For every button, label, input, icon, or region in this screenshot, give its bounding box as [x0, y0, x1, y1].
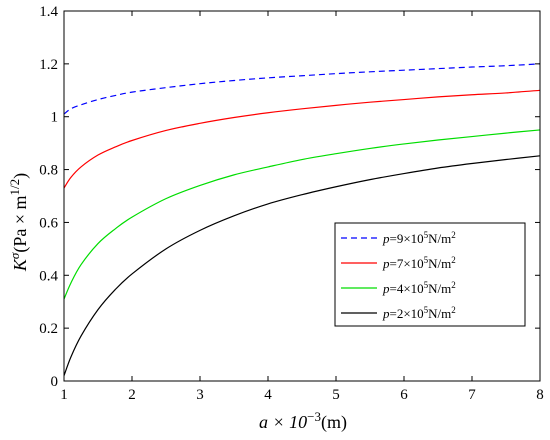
legend: p=9×105N/m2 p=7×105N/m2 p=4×105N/m2 p=2×105… [334, 222, 526, 327]
x-tick-label: 3 [196, 387, 204, 403]
legend-box [334, 222, 526, 327]
series-line-3 [63, 155, 541, 376]
legend-label-0: p=9×105N/m2 [382, 230, 456, 246]
x-tick-label: 2 [128, 387, 136, 403]
y-tick-label: 1 [51, 110, 59, 126]
series-line-1 [63, 89, 541, 189]
y-axis-label: Kσ(Pa × m1/2) [7, 173, 31, 272]
y-tick-label: 1.2 [39, 57, 58, 73]
plot-frame [63, 10, 541, 382]
y-tick-label: 1.4 [39, 4, 58, 20]
y-tick-label: 0.2 [39, 321, 58, 337]
x-tick-label: 1 [60, 387, 68, 403]
legend-label-1: p=7×105N/m2 [382, 255, 456, 271]
x-tick-label: 5 [332, 387, 340, 403]
y-tick-label: 0 [51, 374, 59, 390]
x-tick-label: 7 [468, 387, 476, 403]
series-line-2 [63, 129, 541, 300]
y-tick-label: 0.4 [39, 268, 58, 284]
x-tick-label: 8 [536, 387, 544, 403]
legend-entries: p=9×105N/m2 p=7×105N/m2 p=4×105N/m2 p=2×105… [341, 230, 456, 321]
x-tick-label: 4 [264, 387, 272, 403]
y-tick-label: 0.6 [39, 215, 58, 231]
legend-label-2: p=4×105N/m2 [382, 280, 456, 296]
x-tick-label: 6 [400, 387, 408, 403]
y-tick-label: 0.8 [39, 163, 58, 179]
plot-lines [63, 63, 541, 376]
legend-label-3: p=2×105N/m2 [382, 305, 456, 321]
x-axis-label: a × 10−3(m) [259, 409, 347, 433]
axis-ticks: 1 2 3 4 5 6 7 8 0 0.2 0.4 0.6 0.8 1 1.2 1.4 [39, 4, 544, 403]
series-line-0 [63, 63, 541, 115]
